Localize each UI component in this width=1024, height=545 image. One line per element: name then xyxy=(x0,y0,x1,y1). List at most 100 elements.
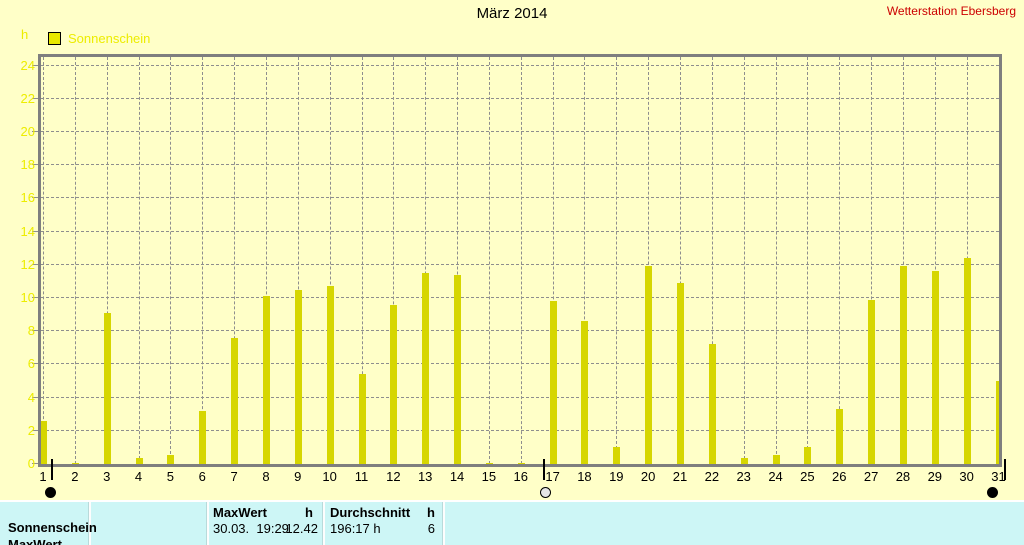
x-tick-label: 9 xyxy=(294,469,302,484)
maxwert-unit-label: h xyxy=(305,505,313,520)
x-tick-label: 7 xyxy=(230,469,238,484)
h-gridline xyxy=(41,330,999,332)
y-tick-label: 14 xyxy=(20,223,35,239)
h-gridline xyxy=(41,396,999,398)
v-gridline xyxy=(297,57,299,464)
bar-day-31 xyxy=(995,381,999,464)
bar-day-14 xyxy=(454,275,462,464)
v-gridline xyxy=(170,57,172,464)
moon-phase-tick xyxy=(543,459,545,480)
x-tick-label: 22 xyxy=(704,469,720,484)
bar-day-4 xyxy=(135,458,143,464)
legend-label: Sonnenschein xyxy=(68,30,151,46)
x-tick-label: 11 xyxy=(354,469,369,484)
y-tick-label: 6 xyxy=(27,356,35,372)
x-tick-label: 8 xyxy=(262,469,270,484)
v-gridline xyxy=(743,57,745,464)
panel-divider xyxy=(88,502,91,545)
y-tick-label: 2 xyxy=(27,422,35,438)
v-gridline xyxy=(552,57,554,464)
y-tick xyxy=(32,297,38,298)
y-tick xyxy=(32,263,38,265)
y-tick-label: 16 xyxy=(20,190,35,206)
x-tick-label: 30 xyxy=(959,469,974,484)
x-tick-label: 6 xyxy=(198,469,206,484)
bar-day-17 xyxy=(549,301,557,464)
x-tick-label: 13 xyxy=(417,469,433,484)
bar-day-12 xyxy=(390,305,398,464)
v-gridline xyxy=(74,57,76,464)
maxwert-value: 12.42 xyxy=(285,521,318,536)
plot-area xyxy=(38,54,1002,467)
bar-day-10 xyxy=(326,286,334,464)
bar-day-20 xyxy=(645,266,653,464)
v-gridline xyxy=(329,57,331,464)
y-tick xyxy=(32,164,38,166)
bar-day-1 xyxy=(41,421,47,464)
bar-day-29 xyxy=(931,271,939,464)
moon-phase-tick xyxy=(50,459,53,480)
x-tick-label: 10 xyxy=(322,469,337,484)
y-tick-label: 8 xyxy=(27,323,35,339)
new-moon-icon xyxy=(987,487,999,498)
bar-day-21 xyxy=(677,283,684,464)
y-tick xyxy=(32,97,38,99)
bar-day-13 xyxy=(422,273,430,464)
v-gridline xyxy=(775,57,777,464)
x-tick-label: 18 xyxy=(577,469,592,484)
v-gridline xyxy=(425,57,427,464)
h-gridline xyxy=(41,363,999,365)
v-gridline xyxy=(393,57,395,464)
durchschnitt-unit-label: h xyxy=(427,505,435,520)
v-gridline xyxy=(202,57,204,464)
v-gridline xyxy=(584,57,586,464)
v-gridline xyxy=(265,57,267,464)
x-tick-label: 23 xyxy=(736,469,751,484)
bar-day-27 xyxy=(868,300,876,464)
v-gridline xyxy=(520,57,522,464)
sensor-name-label: Sonnenschein xyxy=(8,520,97,535)
station-name-label: Wetterstation Ebersberg xyxy=(886,4,1016,18)
x-tick-label: 14 xyxy=(449,469,465,484)
x-tick-label: 21 xyxy=(672,469,688,484)
legend-swatch-icon xyxy=(48,31,61,45)
h-gridline xyxy=(41,429,999,431)
bar-day-24 xyxy=(772,455,780,464)
v-gridline xyxy=(488,57,490,464)
x-tick-label: 5 xyxy=(166,469,174,484)
x-tick-label: 1 xyxy=(39,469,47,484)
bar-day-6 xyxy=(199,411,207,464)
bar-day-28 xyxy=(899,266,907,464)
bar-day-22 xyxy=(708,344,716,464)
x-tick-label: 2 xyxy=(71,469,79,484)
bar-day-5 xyxy=(167,455,175,464)
bar-day-3 xyxy=(103,313,111,464)
h-gridline xyxy=(41,131,999,132)
y-tick-label: 22 xyxy=(20,90,35,106)
v-gridline xyxy=(871,57,873,464)
bar-day-19 xyxy=(613,447,621,464)
v-gridline xyxy=(839,57,841,464)
y-tick-label: 20 xyxy=(20,124,35,139)
bar-day-16 xyxy=(517,463,525,464)
y-tick xyxy=(32,429,38,431)
v-gridline xyxy=(648,57,650,464)
moon-phase-tick xyxy=(1003,459,1006,480)
x-tick-label: 24 xyxy=(768,469,783,484)
y-tick-label: 10 xyxy=(20,290,35,305)
full-moon-icon xyxy=(539,487,551,498)
x-tick-label: 20 xyxy=(640,469,656,484)
v-gridline xyxy=(680,57,681,464)
new-moon-icon xyxy=(45,487,56,498)
y-axis-unit-label: h xyxy=(21,27,29,42)
bar-day-23 xyxy=(740,458,748,464)
v-gridline xyxy=(934,57,936,464)
bar-day-8 xyxy=(262,296,270,464)
x-tick-label: 26 xyxy=(832,469,847,484)
h-gridline xyxy=(41,164,999,166)
panel-divider xyxy=(442,502,445,545)
x-tick-label: 15 xyxy=(481,469,497,484)
y-tick-label: 12 xyxy=(20,256,35,272)
y-tick xyxy=(32,363,38,365)
